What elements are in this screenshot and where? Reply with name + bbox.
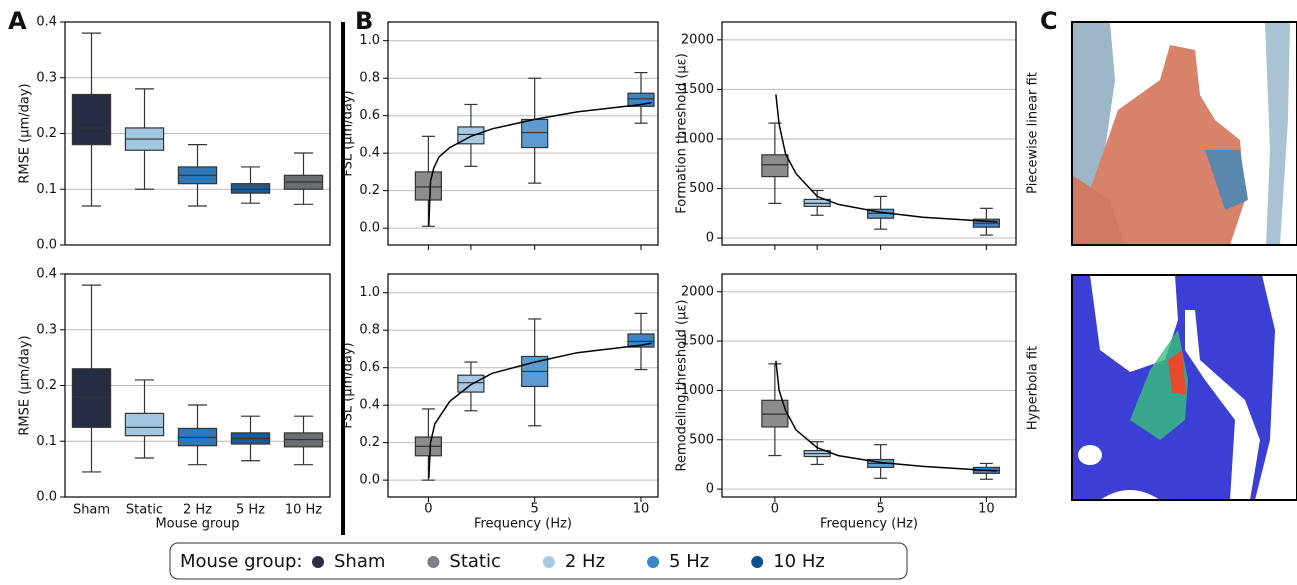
y-tick-label: 1000 [681, 131, 714, 146]
x-tick-label: Static [126, 503, 163, 518]
legend-marker [312, 556, 324, 568]
x-tick-label: 5 Hz [236, 503, 265, 518]
plot-frame [721, 273, 1017, 498]
legend-label: 5 Hz [669, 551, 709, 572]
plot-frame [387, 21, 659, 246]
y-tick-label: 1000 [681, 383, 714, 398]
legend-title: Mouse group: [180, 551, 302, 572]
x-tick-label: 10 [978, 502, 995, 517]
x-tick-label: 0 [424, 502, 432, 517]
box [414, 171, 442, 201]
y-tick-label: 0.8 [359, 71, 380, 86]
panel-label: A [8, 7, 27, 35]
fit-curve [775, 360, 998, 472]
box [124, 412, 165, 437]
y-axis-label: Formation threshold (µε) [675, 53, 690, 214]
x-tick-label: 10 Hz [285, 503, 322, 518]
y-tick-label: 0 [706, 231, 714, 246]
y-tick-label: 0.3 [36, 322, 57, 337]
legend-marker [427, 556, 440, 568]
legend-label: Sham [334, 551, 385, 572]
y-axis-label: RMSE (µm/day) [18, 83, 33, 183]
y-tick-label: 0.4 [36, 267, 57, 282]
box [230, 183, 271, 194]
y-tick-label: 0.1 [36, 434, 57, 449]
image-top [1072, 22, 1297, 245]
y-tick-label: 500 [689, 181, 714, 196]
y-tick-label: 0.2 [359, 435, 380, 450]
y-tick-label: 0 [706, 482, 714, 497]
y-tick-label: 0.2 [36, 378, 57, 393]
x-tick-label: 5 [876, 502, 884, 517]
legend-marker [751, 556, 764, 568]
x-axis-label: Frequency (Hz) [820, 517, 918, 532]
y-tick-label: 0.0 [359, 473, 380, 488]
y-tick-label: 0.4 [359, 146, 380, 161]
box [71, 368, 112, 428]
box [71, 93, 112, 146]
fit-curve [428, 342, 652, 479]
image-label: Piecewise linear fit [1026, 72, 1041, 194]
y-axis-label: FSL (µm/day) [341, 342, 356, 428]
y-tick-label: 0.1 [36, 182, 57, 197]
plot-frame [721, 21, 1017, 246]
y-tick-label: 1500 [681, 334, 714, 349]
legend-label: Static [449, 551, 500, 572]
x-tick-label: 0 [771, 502, 779, 517]
box [761, 154, 789, 178]
y-tick-label: 1.0 [359, 33, 380, 48]
fit-curve [775, 94, 998, 223]
image-label: Hyperbola fit [1026, 346, 1041, 430]
fit-curve [428, 101, 652, 227]
panel-label: C [1040, 7, 1058, 35]
x-axis-label: Frequency (Hz) [474, 517, 572, 532]
y-tick-label: 0.2 [36, 126, 57, 141]
plot-frame [64, 273, 331, 498]
y-tick-label: 500 [689, 432, 714, 447]
y-axis-label: FSL (µm/day) [341, 90, 356, 176]
y-tick-label: 1500 [681, 82, 714, 97]
x-tick-label: 5 [531, 502, 539, 517]
legend-marker [542, 556, 555, 568]
y-tick-label: 0.0 [36, 490, 57, 505]
y-tick-label: 2000 [681, 284, 714, 299]
y-tick-label: 2000 [681, 32, 714, 47]
legend-marker [647, 556, 660, 568]
x-tick-label: 2 Hz [183, 503, 212, 518]
y-tick-label: 1.0 [359, 285, 380, 300]
y-tick-label: 0.4 [36, 15, 57, 30]
panel-label: B [355, 7, 373, 35]
x-axis-label: Mouse group [155, 517, 239, 532]
box [457, 374, 485, 393]
y-axis-label: RMSE (µm/day) [18, 335, 33, 435]
x-tick-label: Sham [73, 503, 110, 518]
y-tick-label: 0.4 [359, 398, 380, 413]
plot-frame [64, 21, 331, 246]
y-tick-label: 0.3 [36, 70, 57, 85]
y-axis-label: Remodeling threshold (µε) [675, 300, 690, 472]
legend-label: 2 Hz [565, 551, 605, 572]
y-tick-label: 0.2 [359, 183, 380, 198]
y-tick-label: 0.0 [359, 221, 380, 236]
plot-frame [387, 273, 659, 498]
image-bottom [1072, 275, 1297, 500]
y-tick-label: 0.6 [359, 360, 380, 375]
y-tick-label: 0.8 [359, 323, 380, 338]
legend-box [169, 542, 908, 580]
box [521, 118, 549, 149]
image-frame [1071, 21, 1297, 246]
x-tick-label: 10 [633, 502, 650, 517]
y-tick-label: 0.6 [359, 108, 380, 123]
image-frame [1071, 274, 1297, 501]
y-tick-label: 0.0 [36, 238, 57, 253]
legend-label: 10 Hz [773, 551, 825, 572]
